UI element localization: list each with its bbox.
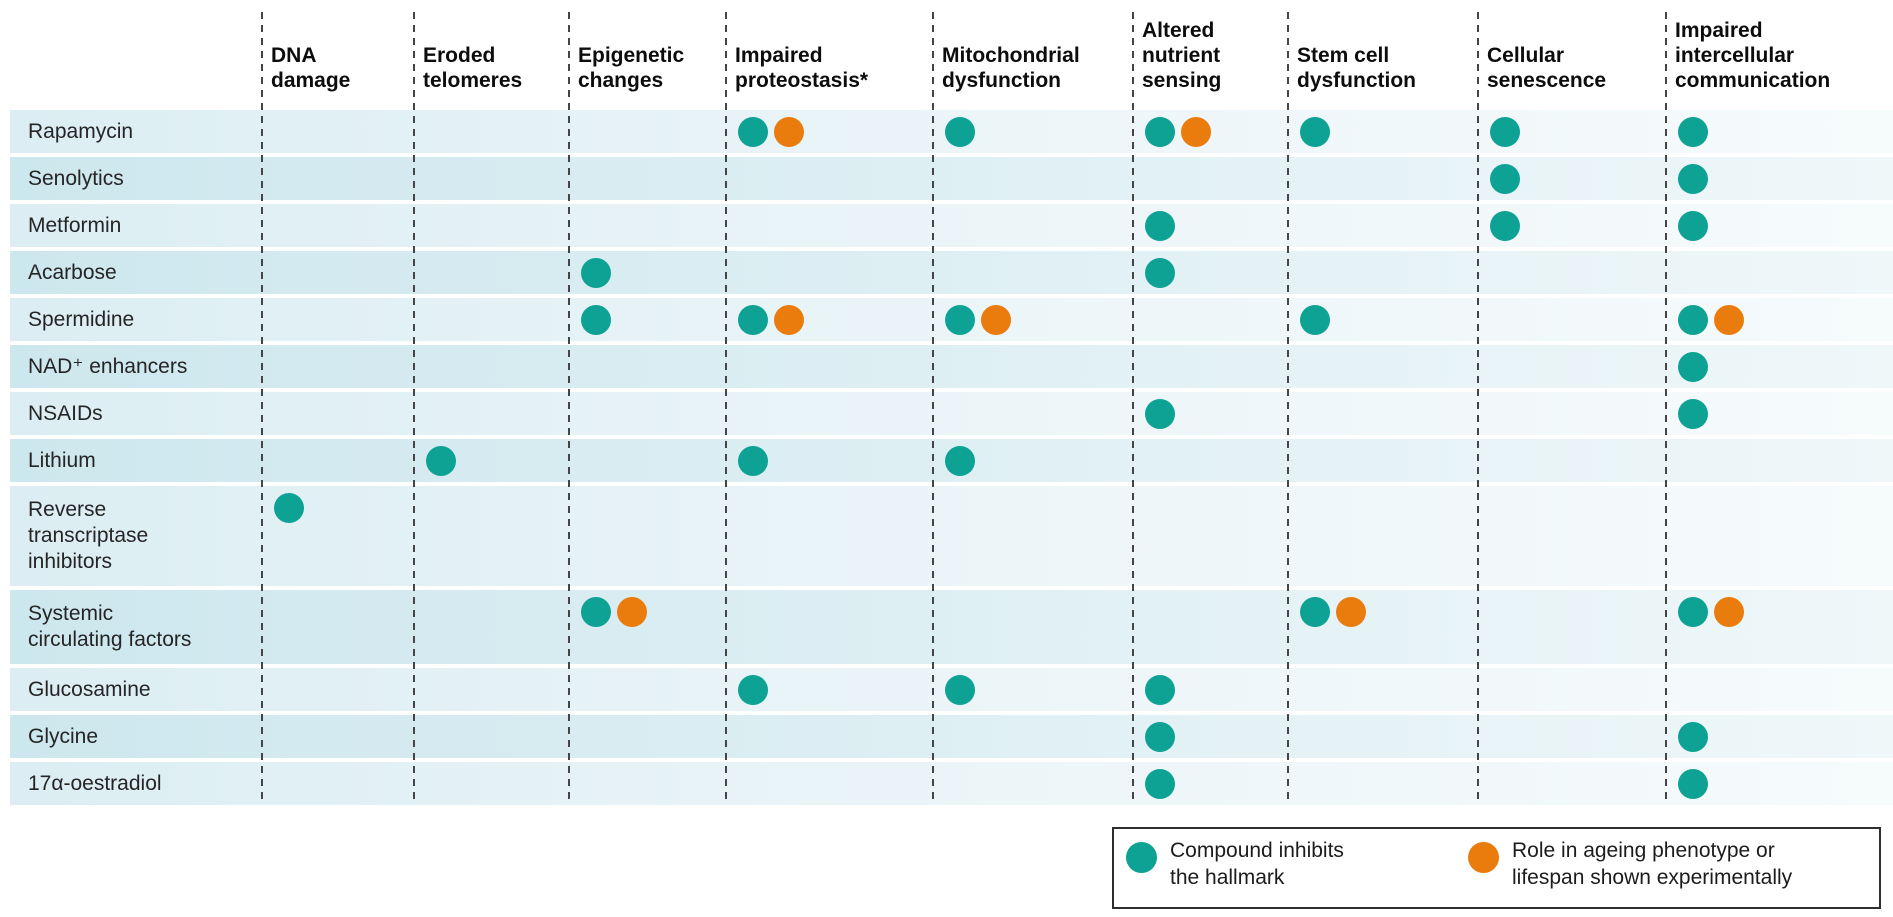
legend: Compound inhibits the hallmark Role in ag… [1112,827,1881,909]
table-row: 17α-oestradiol [10,762,1893,805]
inhibits-dot [1678,351,1708,382]
inhibits-dot [1678,398,1708,429]
inhibits-dot [1145,398,1175,429]
column-header: Mitochondrial dysfunction [942,44,1080,92]
column-divider [1132,12,1134,805]
column-divider [1477,12,1479,805]
inhibits-dot [426,445,456,476]
experimental-dot [774,304,804,335]
table-row: NSAIDs [10,392,1893,435]
legend-entry: Role in ageing phenotype or lifespan sho… [1468,837,1792,891]
experimental-dot [617,596,647,627]
column-divider [1665,12,1667,805]
column-header: Altered nutrient sensing [1142,19,1222,92]
column-header: Epigenetic changes [578,44,685,92]
inhibits-dot [1300,116,1330,147]
row-label: Reverse transcriptase inhibitors [28,498,149,573]
legend-label: Role in ageing phenotype or lifespan sho… [1512,839,1793,889]
inhibits-dot [1678,304,1708,335]
table-row: Senolytics [10,157,1893,200]
column-header: Cellular senescence [1487,44,1607,92]
column-divider [413,12,415,805]
inhibits-dot [1145,674,1175,705]
inhibits-dot [1145,210,1175,241]
column-header: DNA damage [271,44,351,92]
inhibits-dot [738,674,768,705]
inhibits-dot [581,304,611,335]
inhibits-dot [1490,163,1520,194]
inhibits-dot [1678,596,1708,627]
row-label: Systemic circulating factors [28,602,192,651]
inhibits-dot [1145,721,1175,752]
column-header: Stem cell dysfunction [1297,44,1416,92]
inhibits-dot [581,257,611,288]
row-label: Spermidine [28,307,135,331]
inhibits-dot [1678,163,1708,194]
table-row: Systemic circulating factors [10,590,1893,664]
inhibits-dot [738,304,768,335]
column-header: Impaired proteostasis* [735,44,869,92]
inhibits-dot [945,445,975,476]
legend-label: Compound inhibits the hallmark [1170,839,1344,889]
inhibits-dot [945,674,975,705]
row-label: NSAIDs [28,401,103,425]
row-label: NAD⁺ enhancers [28,354,188,378]
legend-entry: Compound inhibits the hallmark [1126,837,1344,891]
legend-experimental-dot [1468,842,1499,873]
experimental-dot [1714,596,1744,627]
inhibits-dot [1678,768,1708,799]
column-divider [568,12,570,805]
table-row: Reverse transcriptase inhibitors [10,486,1893,586]
experimental-dot [1336,596,1366,627]
column-divider [1287,12,1289,805]
row-label: 17α-oestradiol [28,771,162,795]
inhibits-dot [945,116,975,147]
column-divider [932,12,934,805]
row-label: Glycine [28,724,99,748]
inhibits-dot [1490,210,1520,241]
inhibits-dot [1300,596,1330,627]
inhibits-dot [945,304,975,335]
row-label: Acarbose [28,260,117,284]
inhibits-dot [1145,257,1175,288]
inhibits-dot [581,596,611,627]
row-label: Lithium [28,448,96,472]
inhibits-dot [1678,210,1708,241]
inhibits-dot [1490,116,1520,147]
experimental-dot [1181,116,1211,147]
inhibits-dot [1678,116,1708,147]
table-row: Metformin [10,204,1893,247]
table-row: Glycine [10,715,1893,758]
inhibits-dot [1300,304,1330,335]
table-row: NAD⁺ enhancers [10,345,1893,388]
row-label: Rapamycin [28,119,134,143]
inhibits-dot [738,116,768,147]
column-divider [725,12,727,805]
row-label: Senolytics [28,166,124,190]
experimental-dot [981,304,1011,335]
inhibits-dot [1145,768,1175,799]
experimental-dot [774,116,804,147]
experimental-dot [1714,304,1744,335]
legend-inhibits-dot [1126,842,1157,873]
column-header: Impaired intercellular communication [1675,19,1831,92]
inhibits-dot [274,492,304,523]
row-label: Glucosamine [28,677,151,701]
table-row: Acarbose [10,251,1893,294]
row-label: Metformin [28,213,122,237]
column-header: Eroded telomeres [423,44,523,92]
inhibits-dot [738,445,768,476]
inhibits-dot [1678,721,1708,752]
column-divider [261,12,263,805]
inhibits-dot [1145,116,1175,147]
